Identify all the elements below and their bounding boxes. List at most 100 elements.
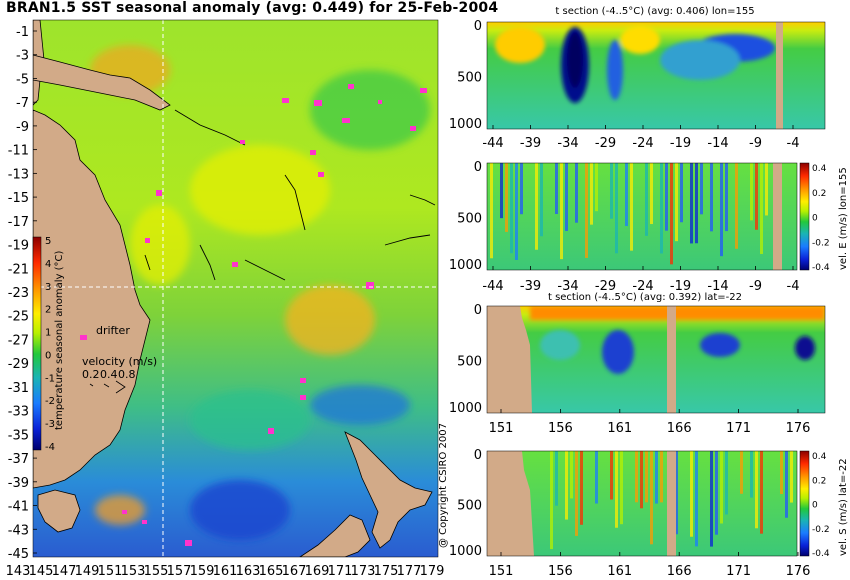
map-x-tick-label: 153 <box>121 564 146 579</box>
section-x-tick-label: 151 <box>489 564 514 579</box>
map-x-tick-label: 159 <box>190 564 215 579</box>
section-colorbar-tick-label: -0.4 <box>812 263 830 273</box>
section-y-tick-label: 1000 <box>449 258 482 273</box>
section-x-tick-label: -39 <box>520 279 541 294</box>
velocity-label: velocity (m/s) <box>82 355 157 368</box>
colorbar-tick-label: 3 <box>45 282 51 293</box>
section-x-tick-label: -4 <box>787 279 800 294</box>
section-y-tick-label: 0 <box>474 448 482 463</box>
section-x-tick-label: -24 <box>632 279 653 294</box>
map-y-tick-label: -21 <box>8 262 29 277</box>
australia-land <box>33 109 151 489</box>
colorbar-label: temperature seasonal anomaly (°C) <box>54 251 65 430</box>
section-colorbar-tick-label: -0.4 <box>812 549 830 559</box>
map-legend: drifter velocity (m/s) 0.2 0.4 0.8 <box>82 324 157 394</box>
map-y-tick-label: -7 <box>16 96 29 111</box>
map-y-tick-label: -37 <box>8 452 29 467</box>
map-x-tick-label: 167 <box>282 564 307 579</box>
section-colorbar-tick-label: 0 <box>812 501 818 511</box>
map-x-tick-label: 161 <box>213 564 238 579</box>
section-colorbar-tick-label: 0.2 <box>812 476 826 486</box>
section-colorbar-tick-label: 0.2 <box>812 189 826 199</box>
map-x-ticks: 1431451471491511531551571591611631651671… <box>6 564 445 579</box>
section-x-tick-label: -19 <box>670 136 691 151</box>
map-y-ticks: -1 -3 -5 -7 -9 -11 -13 -15 -17 -19 -21 -23 -25 -27 -29… <box>8 25 37 562</box>
map-x-tick-label: 143 <box>6 564 31 579</box>
section-x-tick-label: -14 <box>707 136 728 151</box>
section-x-tick-label: 176 <box>786 421 811 436</box>
section-x-tick-label: -4 <box>787 136 800 151</box>
map-x-tick-label: 163 <box>236 564 261 579</box>
map-y-tick-label: -3 <box>16 49 29 64</box>
section-x-tick-label: 156 <box>548 564 573 579</box>
map-y-tick-label: -39 <box>8 476 29 491</box>
map-y-tick-label: -27 <box>8 333 29 348</box>
section-y-tick-label: 500 <box>457 355 482 370</box>
new-guinea-land <box>33 54 171 111</box>
section-x-tick-label: 161 <box>607 421 632 436</box>
map-y-tick-label: -9 <box>16 120 29 135</box>
map-y-tick-label: -19 <box>8 239 29 254</box>
section-y-tick-label: 0 <box>474 160 482 175</box>
map-y-tick-label: -13 <box>8 167 29 182</box>
drifter-markers <box>80 84 427 546</box>
colorbar-tick-label: 0 <box>45 350 51 361</box>
section-x-tick-label: -9 <box>749 136 762 151</box>
section-x-tick-label: 161 <box>607 564 632 579</box>
section2-plot: -44 -39 -34 -29 -24 -19 -14 -9 -4 0 500 1000 0.4 0.2… <box>449 160 849 294</box>
section-x-tick-label: -44 <box>482 279 503 294</box>
section-x-tick-label: 171 <box>726 421 751 436</box>
colorbar-tick-label: -1 <box>45 373 55 384</box>
section-x-tick-label: -29 <box>595 279 616 294</box>
section-colorbar-tick-label: 0 <box>812 214 818 224</box>
section3-title: t section (-4..5°C) (avg: 0.392) lat=-22 <box>548 292 742 303</box>
section4-colorbar <box>799 450 810 557</box>
map-y-tick-label: -33 <box>8 405 29 420</box>
section-x-tick-label: -9 <box>749 279 762 294</box>
sst-map: -1 -3 -5 -7 -9 -11 -13 -1 5 -17 -19 -21 -23 -25 -27 -29… <box>6 19 445 579</box>
map-x-tick-label: 169 <box>305 564 330 579</box>
section-x-tick-label: -19 <box>670 279 691 294</box>
map-y-tick-label: -29 <box>8 357 29 372</box>
map-x-tick-label: 177 <box>397 564 422 579</box>
section-x-tick-label: -34 <box>557 279 578 294</box>
map-x-tick-label: 175 <box>374 564 399 579</box>
map-y-tick-label: -43 <box>8 523 29 538</box>
section-y-tick-label: 500 <box>457 499 482 514</box>
map-y-tick-label: -35 <box>8 428 29 443</box>
section-y-tick-label: 0 <box>474 19 482 34</box>
map-x-tick-label: 171 <box>328 564 353 579</box>
map-x-tick-label: 145 <box>29 564 54 579</box>
map-y-tick-label: -5 <box>16 72 29 87</box>
section-y-tick-label: 0 <box>474 303 482 318</box>
section-colorbar-tick-label: 0.4 <box>812 164 827 174</box>
map-x-tick-label: 157 <box>167 564 192 579</box>
section-y-tick-label: 500 <box>457 71 482 86</box>
map-y-tick-label: -1 <box>16 25 29 40</box>
velocity-arrows <box>89 380 126 394</box>
chart-title: BRAN1.5 SST seasonal anomaly (avg: 0.449… <box>6 0 499 16</box>
map-x-tick-label: 149 <box>75 564 100 579</box>
section-x-tick-label: 156 <box>548 421 573 436</box>
section-x-tick-label: -14 <box>707 279 728 294</box>
map-y-tick-label: -25 <box>8 310 29 325</box>
section-x-tick-label: 166 <box>667 564 692 579</box>
map-y-tick-label: -11 <box>8 144 29 159</box>
section-y-tick-label: 1000 <box>449 117 482 132</box>
section3-plot: t section (-4..5°C) (avg: 0.392) lat=-22… <box>449 292 826 436</box>
map-x-tick-label: 155 <box>144 564 169 579</box>
section2-colorbar-label: vel. E (m/s) lon=155 <box>838 167 849 270</box>
section-colorbar-tick-label: -0.2 <box>812 238 830 248</box>
velocity-scale-2: 0.8 <box>118 368 136 381</box>
colorbar-tick-label: 2 <box>45 305 51 316</box>
section4-colorbar-label: vel. S (m/s) lat=-22 <box>838 458 849 556</box>
section-x-tick-label: -34 <box>557 136 578 151</box>
tasmania-land <box>37 489 81 533</box>
map-y-tick-label: -23 <box>8 286 29 301</box>
map-colorbar: 5 4 3 2 1 0 -1 -2 -3 -4 temperature seasonal anom… <box>32 236 65 453</box>
map-y-tick-label: -17 <box>8 215 29 230</box>
colorbar-tick-label: 5 <box>45 236 51 247</box>
map-x-tick-label: 173 <box>351 564 376 579</box>
section4-plot: 151 156 161 166 171 176 0 500 1000 0.4 0.2 0 -0.2 -0… <box>449 448 849 579</box>
